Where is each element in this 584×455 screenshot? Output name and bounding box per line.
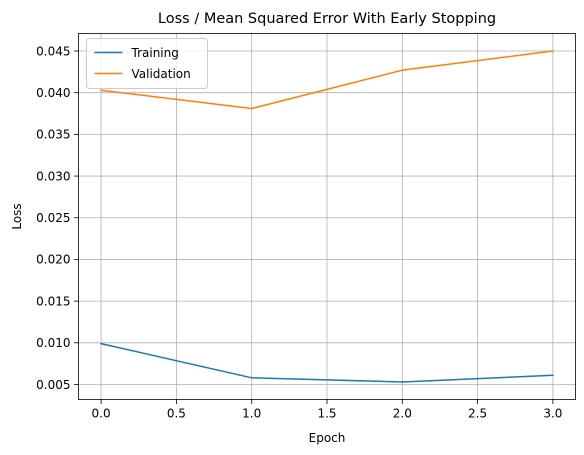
legend-box — [86, 38, 208, 89]
series-group — [100, 50, 554, 383]
axis-ticks: 0.0 0.5 1.0 1.5 2.0 2.5 3.0 0.005 0.010 0.015 0.02… — [36, 44, 562, 420]
y-tick-label: 0.025 — [36, 211, 70, 225]
y-axis-label: Loss — [10, 203, 24, 229]
x-tick-label: 3.0 — [543, 407, 562, 421]
x-tick-label: 2.0 — [393, 407, 412, 421]
x-tick-label: 1.0 — [242, 407, 261, 421]
x-tick-label: 2.5 — [468, 407, 487, 421]
y-tick-label: 0.035 — [36, 128, 70, 142]
legend-label-validation: Validation — [132, 67, 191, 81]
y-tick-label: 0.020 — [36, 253, 70, 267]
series-line-validation — [100, 50, 554, 110]
chart-title: Loss / Mean Squared Error With Early Sto… — [158, 11, 496, 27]
series-line-training — [100, 342, 554, 383]
y-tick-label: 0.030 — [36, 169, 70, 183]
x-tick-label: 1.5 — [317, 407, 336, 421]
y-tick-label: 0.015 — [36, 294, 70, 308]
y-tick-label: 0.010 — [36, 336, 70, 350]
y-tick-label: 0.045 — [36, 44, 70, 58]
y-tick-label: 0.005 — [36, 378, 70, 392]
legend-label-training: Training — [131, 46, 179, 60]
y-tick-label: 0.040 — [36, 86, 70, 100]
legend: Training Validation — [86, 38, 208, 89]
plot-frame — [78, 33, 576, 400]
x-tick-label: 0.0 — [92, 407, 111, 421]
x-axis-label: Epoch — [309, 431, 346, 445]
grid — [78, 33, 576, 400]
x-tick-label: 0.5 — [167, 407, 186, 421]
